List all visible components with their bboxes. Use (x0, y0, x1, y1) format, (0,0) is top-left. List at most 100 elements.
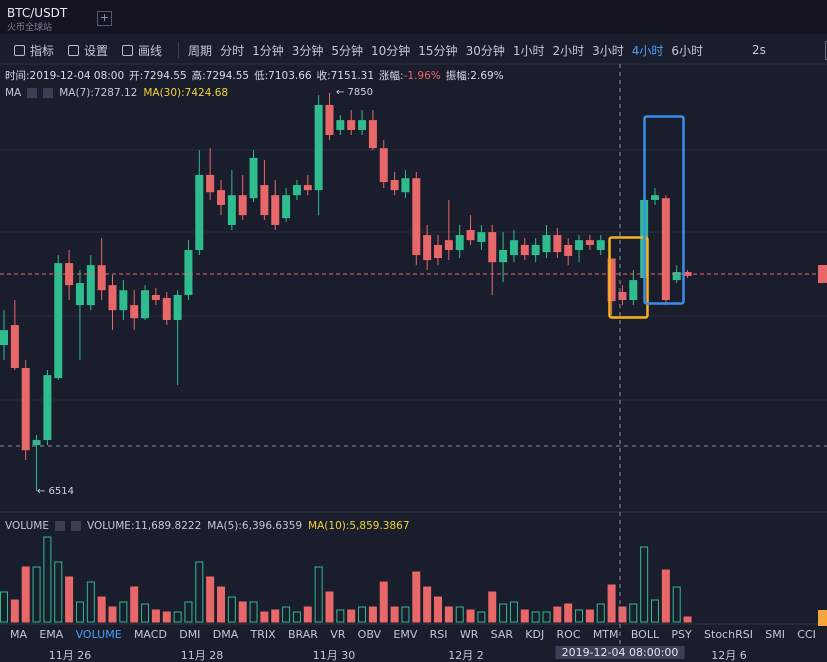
volume-bar (683, 616, 692, 623)
period-button[interactable]: 1分钟 (252, 43, 284, 58)
tool-button[interactable]: 设置 (68, 42, 108, 59)
candle-body (488, 232, 497, 263)
indicator-tab[interactable]: BRAR (287, 627, 318, 641)
volume-bar (596, 603, 605, 623)
separator (178, 42, 180, 58)
candle-body (10, 325, 19, 368)
volume-bar (488, 591, 497, 623)
side-button[interactable]: 单 (825, 40, 827, 60)
candle-body (607, 258, 616, 302)
candle-body (65, 263, 74, 286)
volume-bar (141, 603, 150, 623)
volume-bar (368, 606, 377, 623)
settings-icon[interactable] (27, 88, 38, 98)
close-icon[interactable] (70, 521, 81, 531)
candle-body (292, 185, 301, 196)
candle-body (86, 265, 95, 306)
indicator-tab[interactable]: EMA (39, 627, 64, 641)
candle-body (379, 148, 388, 183)
period-button[interactable]: 3分钟 (291, 43, 324, 58)
indicator-tab[interactable]: CCI (797, 627, 816, 641)
info-item: 振幅:2.69% (446, 68, 504, 83)
candle-body (162, 297, 171, 321)
info-value: 2.69% (470, 69, 504, 82)
candle-body (303, 185, 312, 191)
candle-body (542, 235, 551, 253)
candle-body (314, 104, 323, 191)
indicator-tab[interactable]: StochRSI (704, 627, 753, 641)
indicator-tab[interactable]: DMA (212, 627, 239, 641)
info-label: 收: (316, 69, 331, 82)
indicator-tab[interactable]: ROC (556, 627, 581, 641)
indicator-tab[interactable]: MACD (133, 627, 167, 641)
crosshair-time: 2019-12-04 08:00:00 (555, 646, 685, 659)
info-label: 振幅: (445, 69, 471, 82)
indicator-tab[interactable]: VOLUME (75, 627, 122, 641)
indicator-tab[interactable]: EMV (393, 627, 418, 641)
candle-body (434, 244, 442, 259)
period-button[interactable]: 分时 (220, 43, 245, 58)
info-value: 7294.55 (143, 69, 187, 82)
indicator-tab[interactable]: SMI (765, 627, 785, 641)
candle-body (336, 120, 345, 130)
volume-bar (97, 596, 106, 623)
pair-tab[interactable]: BTC/USDT (7, 6, 68, 20)
indicator-tab[interactable]: WR (459, 627, 479, 641)
period-button[interactable]: 5分钟 (331, 43, 363, 58)
date-label: 12月 6 (711, 649, 747, 662)
low-marker: ← 6514 (37, 486, 75, 497)
volume-bar (434, 596, 442, 623)
indicator-tab[interactable]: MTM (592, 627, 619, 641)
candle-body (531, 244, 540, 256)
volume-bar (531, 611, 540, 623)
volume-bar (65, 576, 74, 623)
indicator-tab[interactable]: SAR (490, 627, 513, 641)
candle-body (54, 263, 63, 379)
date-label: 12月 2 (448, 649, 484, 662)
volume-bar (314, 566, 323, 623)
settings-icon[interactable] (54, 521, 65, 531)
info-item: 收:7151.31 (317, 68, 374, 83)
volume-bar (54, 561, 63, 623)
period-button[interactable]: 1小时 (512, 43, 545, 58)
volume-bar (336, 609, 345, 623)
period-button[interactable]: 2小时 (552, 43, 585, 58)
period-button[interactable]: 15分钟 (418, 43, 458, 58)
period-button[interactable]: 30分钟 (465, 43, 505, 58)
tool-button[interactable]: 画线 (122, 42, 162, 59)
info-value: 7103.66 (268, 69, 312, 82)
info-value: 7151.31 (330, 69, 375, 82)
highlight-box (643, 115, 685, 305)
volume-bar (260, 611, 269, 623)
indicator-tab[interactable]: KDJ (525, 627, 545, 641)
volume-bar (553, 606, 562, 623)
tool-button[interactable]: 指标 (14, 42, 54, 59)
indicator-tab[interactable]: OBV (357, 627, 382, 641)
volume-legend: VOLUME VOLUME:11,689.8222 MA(5):6,396.63… (5, 518, 410, 534)
indicator-tab[interactable]: VR (330, 627, 346, 641)
indicator-tab[interactable]: RSI (429, 627, 448, 641)
indicator-tab[interactable]: DMI (179, 627, 201, 641)
period-button[interactable]: 10分钟 (371, 43, 411, 58)
volume-bar (10, 599, 19, 623)
candle-body (32, 440, 41, 446)
last-price-tag (818, 265, 827, 283)
toolbar: 指标 设置 画线 周期 分时 1分钟 3分钟 5分钟 10分钟 15分钟 30分钟 1小时 2小时 3小时… (14, 38, 827, 62)
volume-bar (184, 601, 193, 623)
close-icon[interactable] (43, 88, 54, 98)
refresh-interval[interactable]: 2s (752, 43, 766, 57)
indicator-tab[interactable]: MA (10, 627, 28, 641)
volume-bar (423, 586, 432, 623)
volume-bar (162, 611, 171, 623)
volume-bar (43, 536, 52, 623)
period-button[interactable]: 4小时 (631, 43, 664, 58)
indicator-tab[interactable]: TRIX (250, 627, 276, 641)
period-button[interactable]: 3小时 (592, 43, 624, 58)
indicator-tab[interactable]: BOLL (630, 627, 660, 641)
volume-bar (390, 606, 399, 623)
legend-ma5: MA(5):6,396.6359 (207, 520, 303, 532)
add-tab-button[interactable]: + (97, 11, 112, 26)
period-button[interactable]: 6小时 (671, 43, 704, 58)
candle-body (368, 120, 377, 149)
indicator-tab[interactable]: PSY (671, 627, 692, 641)
